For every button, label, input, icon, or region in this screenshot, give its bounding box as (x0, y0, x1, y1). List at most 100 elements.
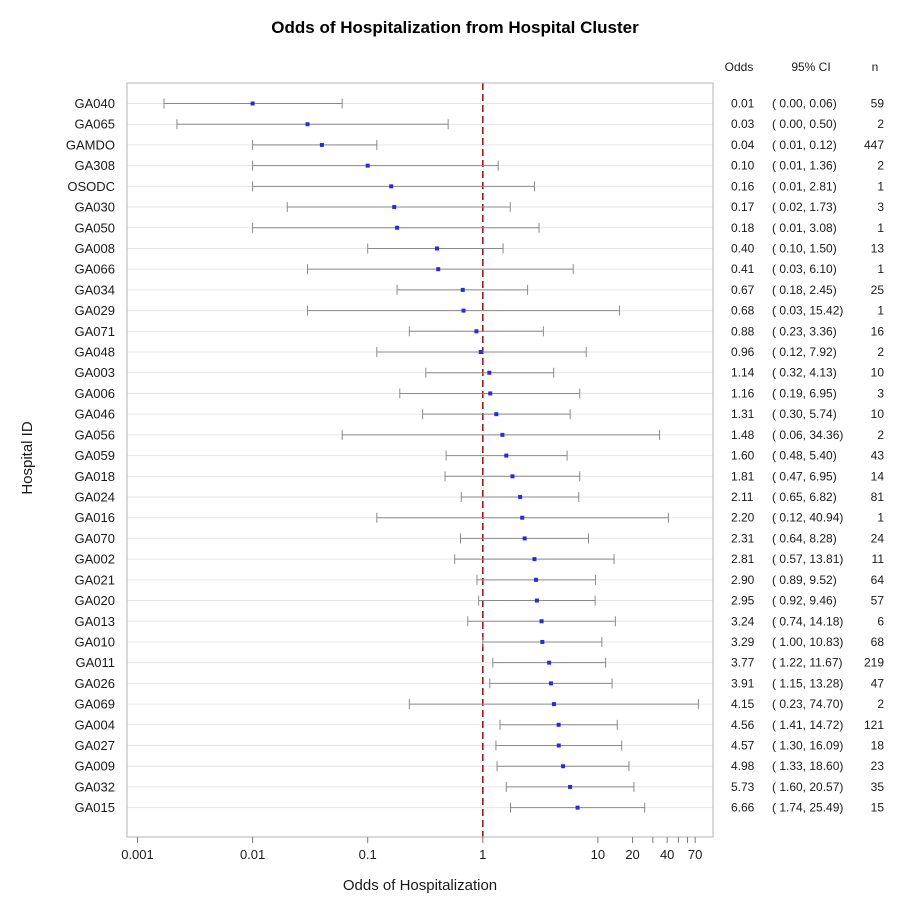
ci-cell-ga034: ( 0.18, 2.45) (772, 283, 837, 297)
ci-cell-ga069: ( 0.23, 74.70) (772, 697, 843, 711)
n-cell-ga066: 1 (877, 262, 884, 276)
n-cell-ga009: 23 (871, 759, 885, 773)
odds-point-ga006 (488, 391, 493, 396)
hospital-label-ga032: GA032 (75, 779, 115, 794)
ci-cell-ga050: ( 0.01, 3.08) (772, 221, 837, 235)
odds-point-ga013 (539, 619, 544, 624)
hospital-label-gamdo: GAMDO (66, 137, 115, 152)
ci-cell-ga056: ( 0.06, 34.36) (772, 428, 843, 442)
ci-cell-ga071: ( 0.23, 3.36) (772, 324, 837, 338)
hospital-label-ga059: GA059 (75, 448, 115, 463)
n-cell-ga026: 47 (871, 676, 885, 690)
hospital-label-ga013: GA013 (75, 614, 115, 629)
hospital-label-ga008: GA008 (75, 241, 115, 256)
hospital-label-ga050: GA050 (75, 220, 115, 235)
ci-cell-ga015: ( 1.74, 25.49) (772, 801, 843, 815)
hospital-label-ga018: GA018 (75, 469, 115, 484)
n-cell-ga032: 35 (871, 780, 885, 794)
odds-point-ga004 (556, 722, 561, 727)
odds-point-ga070 (522, 536, 527, 541)
x-tick-label-0.1: 0.1 (359, 847, 377, 862)
odds-point-ga008 (434, 246, 439, 251)
odds-point-ga027 (556, 743, 561, 748)
odds-point-ga066 (436, 267, 441, 272)
odds-cell-gamdo: 0.04 (731, 138, 755, 152)
odds-point-ga050 (395, 225, 400, 230)
n-cell-ga018: 14 (871, 469, 885, 483)
odds-point-ga056 (500, 432, 505, 437)
n-column-header: n (872, 60, 879, 74)
ci-cell-gamdo: ( 0.01, 0.12) (772, 138, 837, 152)
odds-point-ga034 (460, 287, 465, 292)
ci-cell-ga046: ( 0.30, 5.74) (772, 407, 837, 421)
n-cell-ga070: 24 (871, 531, 885, 545)
ci-cell-ga013: ( 0.74, 14.18) (772, 614, 843, 628)
x-tick-label-40: 40 (660, 847, 674, 862)
chart-title: Odds of Hospitalization from Hospital Cl… (271, 18, 639, 37)
ci-cell-ga016: ( 0.12, 40.94) (772, 511, 843, 525)
hospital-label-ga027: GA027 (75, 738, 115, 753)
gridlines (127, 103, 713, 809)
n-cell-ga021: 64 (871, 573, 885, 587)
hospital-label-ga070: GA070 (75, 531, 115, 546)
hospital-label-ga030: GA030 (75, 200, 115, 215)
ci-cell-ga003: ( 0.32, 4.13) (772, 366, 837, 380)
ci-cell-ga030: ( 0.02, 1.73) (772, 200, 837, 214)
x-tick-label-20: 20 (625, 847, 639, 862)
hospital-label-ga004: GA004 (75, 717, 115, 732)
ci-cell-ga308: ( 0.01, 1.36) (772, 159, 837, 173)
n-cell-ga006: 3 (877, 386, 884, 400)
n-cell-ga050: 1 (877, 221, 884, 235)
odds-point-ga018 (510, 474, 515, 479)
odds-cell-ga016: 2.20 (731, 511, 755, 525)
ci-cell-ga008: ( 0.10, 1.50) (772, 241, 837, 255)
odds-cell-ga021: 2.90 (731, 573, 755, 587)
n-cell-ga046: 10 (871, 407, 885, 421)
hospital-label-ga056: GA056 (75, 427, 115, 442)
odds-point-ga002 (532, 557, 537, 562)
odds-point-ga308 (365, 163, 370, 168)
odds-table: 0.01 ( 0.00, 0.06) 59 0.03 ( 0.00, 0.50) 2 0.0… (731, 97, 884, 815)
odds-cell-ga015: 6.66 (731, 801, 755, 815)
odds-points (250, 101, 580, 810)
odds-point-ga048 (478, 350, 483, 355)
odds-cell-osodc: 0.16 (731, 179, 755, 193)
odds-cell-ga308: 0.10 (731, 159, 755, 173)
odds-cell-ga029: 0.68 (731, 304, 755, 318)
odds-cell-ga006: 1.16 (731, 386, 755, 400)
odds-cell-ga003: 1.14 (731, 366, 755, 380)
odds-point-ga071 (474, 329, 479, 334)
ci-cell-ga027: ( 1.30, 16.09) (772, 739, 843, 753)
n-cell-ga016: 1 (877, 511, 884, 525)
n-cell-ga071: 16 (871, 324, 885, 338)
odds-cell-ga032: 5.73 (731, 780, 755, 794)
n-cell-osodc: 1 (877, 179, 884, 193)
hospital-label-ga046: GA046 (75, 407, 115, 422)
odds-cell-ga020: 2.95 (731, 594, 755, 608)
odds-point-osodc (389, 184, 394, 189)
n-cell-ga040: 59 (871, 97, 885, 111)
ci-cell-ga004: ( 1.41, 14.72) (772, 718, 843, 732)
n-cell-ga024: 81 (871, 490, 885, 504)
odds-point-ga015 (575, 805, 580, 810)
ci-cell-ga021: ( 0.89, 9.52) (772, 573, 837, 587)
odds-point-ga029 (461, 308, 466, 313)
hospital-label-ga016: GA016 (75, 510, 115, 525)
n-cell-ga056: 2 (877, 428, 884, 442)
n-cell-ga004: 121 (864, 718, 884, 732)
odds-cell-ga065: 0.03 (731, 117, 755, 131)
odds-point-ga026 (548, 681, 553, 686)
odds-cell-ga008: 0.40 (731, 241, 755, 255)
ci-cell-ga029: ( 0.03, 15.42) (772, 304, 843, 318)
n-cell-ga065: 2 (877, 117, 884, 131)
odds-point-gamdo (319, 142, 324, 147)
hospital-label-ga003: GA003 (75, 365, 115, 380)
x-tick-label-1: 1 (479, 847, 486, 862)
hospital-label-ga029: GA029 (75, 303, 115, 318)
n-cell-ga013: 6 (877, 614, 884, 628)
ci-cell-osodc: ( 0.01, 2.81) (772, 179, 837, 193)
hospital-label-ga009: GA009 (75, 759, 115, 774)
odds-cell-ga046: 1.31 (731, 407, 755, 421)
ci-cell-ga024: ( 0.65, 6.82) (772, 490, 837, 504)
hospital-id-labels: GA040 GA065 GAMDO GA308 OSODC GA030 GA050 GA008… (66, 96, 115, 815)
